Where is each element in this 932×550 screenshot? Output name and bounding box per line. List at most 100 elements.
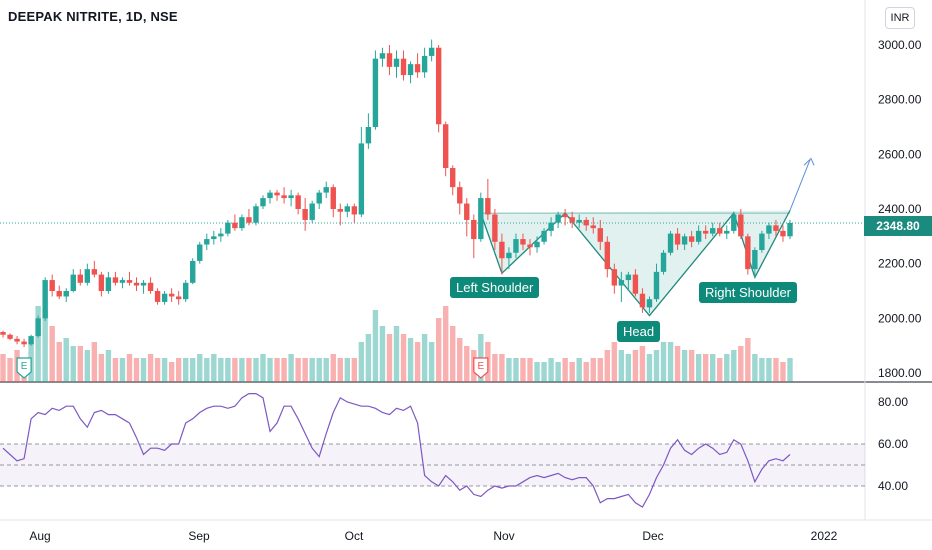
candle-body (98, 274, 105, 291)
symbol-title[interactable]: DEEPAK NITRITE, 1D, NSE (8, 9, 178, 24)
candle-body (63, 291, 69, 297)
candle-body (225, 222, 231, 234)
candle-body (281, 195, 287, 199)
left-shoulder-label[interactable]: Left Shoulder (450, 277, 540, 298)
volume-bar (597, 358, 603, 382)
candle-body (597, 228, 603, 242)
candle-body (421, 55, 428, 73)
candle-body (674, 233, 681, 245)
volume-bar (759, 358, 765, 382)
volume-bar (442, 306, 449, 382)
candle-body (253, 206, 259, 223)
volume-bar (513, 358, 519, 382)
volume-bar (506, 358, 512, 382)
volume-bar (541, 362, 547, 382)
time-tick-label: Nov (493, 529, 514, 543)
volume-bar (49, 326, 55, 382)
volume-bar (576, 358, 582, 382)
volume-bar (724, 354, 730, 382)
volume-bar (105, 350, 112, 382)
volume-bar (590, 358, 596, 382)
rsi-band (0, 444, 865, 486)
volume-bar (344, 358, 351, 382)
candle-body (105, 277, 112, 291)
candle-body (204, 239, 210, 245)
candle-body (407, 64, 414, 76)
candle-body (14, 338, 20, 342)
candle-body (442, 124, 449, 168)
volume-bar (161, 358, 168, 382)
candle-body (168, 293, 175, 297)
volume-bar (583, 362, 589, 382)
candle-body (140, 282, 147, 286)
rsi-tick-label: 60.00 (878, 437, 908, 451)
candle-body (344, 206, 351, 212)
candle-body (492, 214, 498, 242)
volume-bar (646, 354, 653, 382)
volume-bar (63, 338, 69, 382)
candle-body (84, 269, 91, 283)
candle-body (316, 192, 322, 204)
volume-bar (421, 334, 428, 382)
time-tick-label: Dec (642, 529, 663, 543)
volume-bar (625, 354, 632, 382)
right-shoulder-label[interactable]: Right Shoulder (699, 282, 797, 303)
volume-bar (302, 358, 308, 382)
candle-body (337, 209, 343, 212)
candle-body (667, 233, 674, 253)
volume-bar (386, 334, 393, 382)
candle-body (710, 228, 716, 234)
rsi-line (2, 393, 791, 508)
candle-body (386, 53, 393, 67)
volume-bar (639, 346, 646, 382)
volume-bar (752, 354, 758, 382)
volume-bar (84, 350, 91, 382)
head-label[interactable]: Head (617, 321, 661, 342)
candle-body (358, 143, 365, 215)
volume-bar (281, 358, 287, 382)
candle-body (576, 219, 582, 223)
volume-bar (702, 354, 709, 382)
volume-bar (77, 346, 83, 382)
earnings-marker (16, 357, 32, 379)
candle-body (450, 168, 456, 188)
volume-bar (91, 342, 98, 382)
currency-button[interactable]: INR (885, 7, 915, 29)
volume-bar (653, 350, 660, 382)
candle-body (330, 187, 336, 209)
candle-body (35, 318, 41, 337)
candle-body (569, 217, 575, 223)
volume-bar (372, 310, 379, 382)
candle-body (365, 127, 372, 144)
volume-bar (197, 354, 203, 382)
candle-body (393, 58, 400, 67)
time-tick-label: Aug (29, 529, 50, 543)
candle-body (182, 282, 189, 300)
volume-bar (260, 354, 266, 382)
volume-bar (182, 358, 189, 382)
volume-bar (119, 358, 126, 382)
time-tick-label: 2022 (811, 529, 838, 543)
candle-body (702, 230, 709, 234)
price-tick-label: 2400.00 (878, 202, 922, 216)
candle-body (555, 214, 561, 223)
volume-bar (688, 350, 695, 382)
candle-body (295, 195, 301, 209)
candle-body (302, 209, 308, 220)
volume-bar (527, 358, 533, 382)
time-tick-label: Oct (345, 529, 364, 543)
volume-bar (400, 334, 407, 382)
candle-body (653, 271, 660, 300)
volume-bar (492, 354, 498, 382)
volume-bar (112, 358, 119, 382)
volume-bar (457, 338, 463, 382)
candle-body (154, 291, 161, 302)
candle-body (70, 274, 76, 291)
volume-bar (379, 326, 386, 382)
candle-body (618, 280, 625, 286)
volume-bar (175, 358, 182, 382)
candle-body (639, 293, 646, 308)
candle-body (562, 214, 568, 218)
volume-bar (218, 358, 224, 382)
